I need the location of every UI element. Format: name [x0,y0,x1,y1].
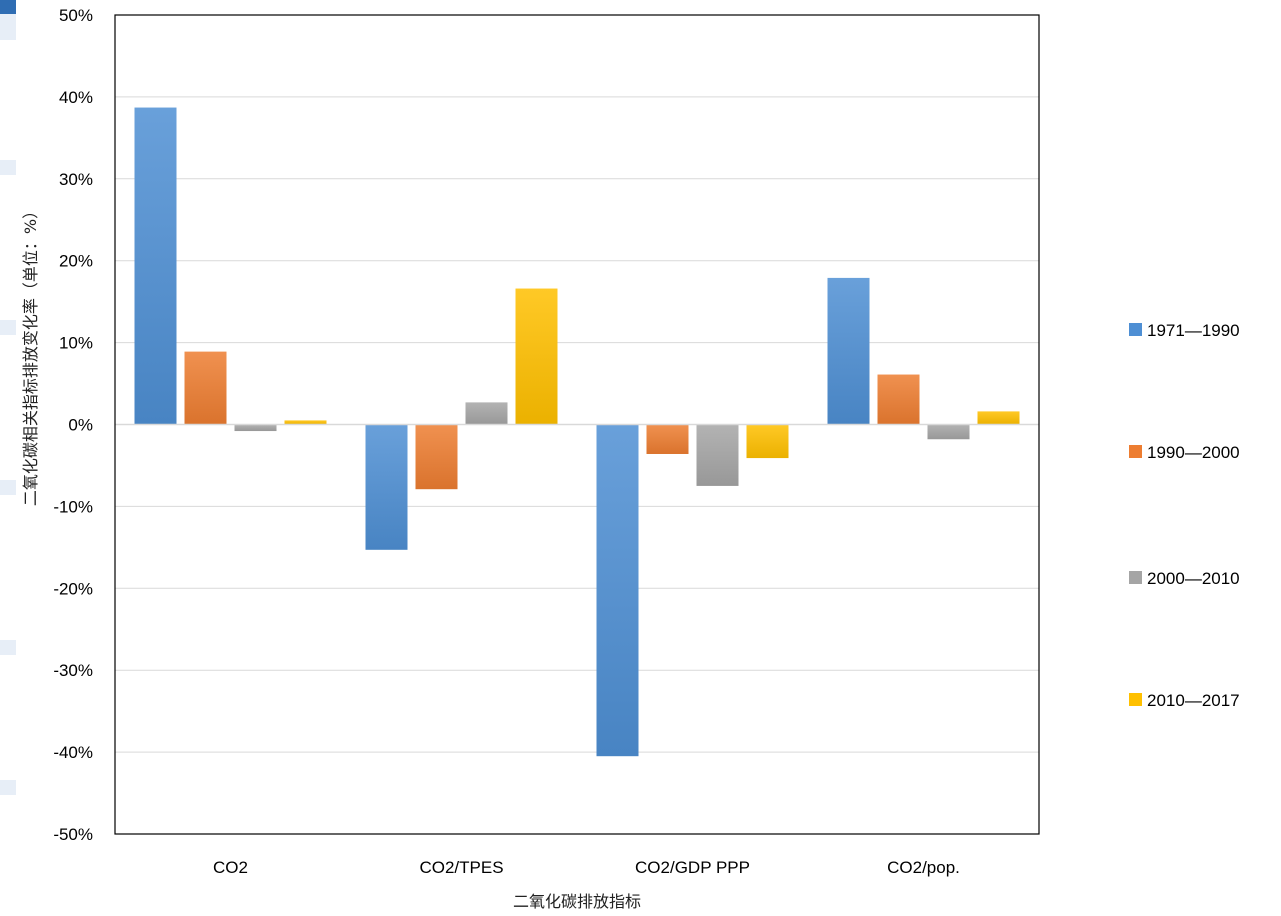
bar-co2-pop--series-2 [877,374,920,425]
x-category-label: CO2 [213,858,248,877]
bars [134,107,1020,757]
y-tick-label: 20% [59,252,93,271]
y-tick-label: 10% [59,334,93,353]
y-axis-label: 二氧化碳相关指标排放变化率（单位：%） [21,203,40,506]
y-tick-label: 50% [59,6,93,25]
bar-co2-tpes-series-2 [415,424,458,490]
left-edge-fragment [0,0,16,916]
bar-co2-series-4 [284,420,327,425]
bar-co2-series-3 [234,424,277,432]
legend-label: 2000—2010 [1147,569,1240,588]
bar-co2-gdp-ppp-series-1 [596,424,639,757]
bar-co2-pop--series-3 [927,424,970,440]
legend-swatch [1129,693,1142,706]
legend: 1971—1990 1990—2000 2000—2010 2010—2017 [1129,321,1240,710]
x-category-label: CO2/pop. [887,858,960,877]
y-tick-label: -30% [53,661,93,680]
y-tick-label: -20% [53,579,93,598]
bar-co2-series-2 [184,351,227,425]
legend-label: 1990—2000 [1147,443,1240,462]
y-tick-label: 0% [68,416,93,435]
x-axis-label: 二氧化碳排放指标 [513,892,641,911]
bar-co2-gdp-ppp-series-4 [746,424,789,459]
x-category-labels: CO2 CO2/TPES CO2/GDP PPP CO2/pop. [213,858,960,877]
legend-swatch [1129,445,1142,458]
bar-co2-tpes-series-3 [465,402,508,425]
legend-swatch [1129,571,1142,584]
y-tick-label: 40% [59,88,93,107]
x-category-label: CO2/TPES [419,858,503,877]
plot-area-frame [114,14,1040,835]
y-tick-labels: 50% 40% 30% 20% 10% 0% -10% -20% -30% -40% -50% [53,6,93,844]
bar-co2-tpes-series-4 [515,288,558,425]
bar-co2-gdp-ppp-series-3 [696,424,739,486]
bar-co2-gdp-ppp-series-2 [646,424,689,454]
y-tick-label: -40% [53,743,93,762]
y-tick-label: -10% [53,497,93,516]
y-tick-label: 30% [59,170,93,189]
legend-swatch [1129,323,1142,336]
bar-co2-series-1 [134,107,177,425]
x-category-label: CO2/GDP PPP [635,858,750,877]
legend-label: 2010—2017 [1147,691,1240,710]
bar-co2-pop--series-4 [977,411,1020,425]
y-tick-label: -50% [53,825,93,844]
bar-co2-pop--series-1 [827,277,870,425]
legend-label: 1971—1990 [1147,321,1240,340]
bar-co2-tpes-series-1 [365,424,408,550]
